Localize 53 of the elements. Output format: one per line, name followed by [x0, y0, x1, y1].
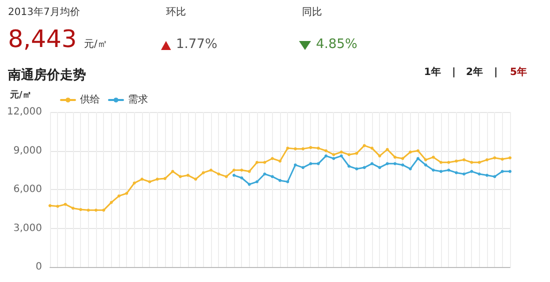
y-tick-label: 0 [36, 262, 42, 272]
text: 环比 [166, 7, 186, 18]
legend-label: 供给 [80, 94, 100, 106]
point [348, 164, 350, 168]
y-tick-label: 12,000 [7, 106, 42, 118]
point [355, 167, 358, 170]
point [470, 170, 474, 173]
point [232, 174, 236, 177]
text: 2年 [466, 67, 483, 78]
point [508, 170, 512, 173]
point [386, 162, 389, 166]
point [447, 168, 450, 172]
text: | [452, 67, 456, 78]
y-tick-label: 9,000 [13, 145, 42, 156]
point [394, 162, 396, 166]
chart-title: 南通房价走势 [8, 66, 86, 84]
point [240, 176, 244, 180]
point [263, 172, 266, 176]
y-axis-title: 元/㎡ [9, 90, 32, 100]
text: 1.77% [176, 37, 218, 52]
point [256, 180, 258, 184]
point [408, 167, 412, 170]
point [316, 162, 320, 166]
point [309, 162, 312, 166]
point [248, 182, 251, 186]
y-tick-label: 6,000 [13, 184, 42, 195]
point [486, 174, 488, 177]
point [500, 170, 504, 173]
point [294, 163, 297, 166]
text: 4.85% [316, 37, 358, 52]
point [270, 175, 274, 178]
point [370, 162, 374, 166]
text: 元/㎡ [84, 39, 108, 50]
text: | [494, 67, 498, 78]
point [454, 171, 458, 174]
line-series [232, 154, 512, 186]
text: 5年 [510, 67, 527, 78]
point [424, 163, 428, 166]
point [378, 166, 382, 170]
point [440, 170, 442, 173]
text: 8,443 [8, 25, 77, 53]
text: 同比 [302, 7, 322, 18]
point [478, 172, 481, 176]
legend-label: 需求 [128, 94, 148, 106]
text: 2013年7月均价 [8, 7, 80, 18]
point [493, 175, 496, 178]
point [432, 168, 435, 172]
y-tick-label: 3,000 [13, 222, 42, 234]
point [401, 163, 404, 166]
point [332, 157, 336, 160]
point [340, 154, 343, 158]
point [324, 154, 328, 158]
text: 1年 [424, 67, 441, 78]
